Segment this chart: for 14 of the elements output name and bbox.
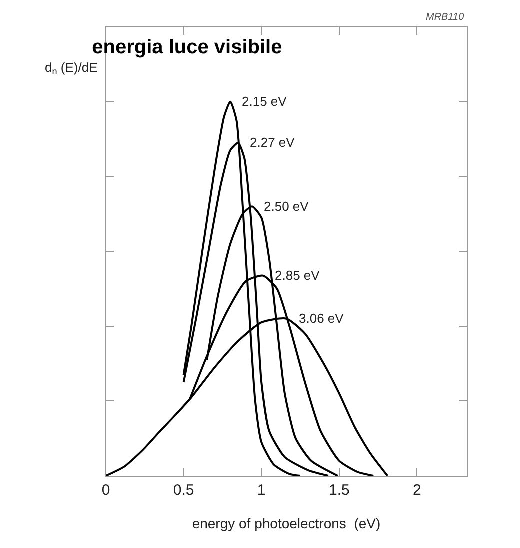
series-label: 2.15 eV [242, 94, 288, 109]
series-label: 2.85 eV [275, 268, 320, 283]
x-tick-label: 1 [257, 482, 266, 499]
x-tick-label: 0.5 [173, 482, 194, 499]
x-tick-label: 2 [413, 482, 422, 499]
x-tick-label: 0 [102, 482, 110, 499]
x-axis-title: energy of photoelectrons (eV) [192, 515, 381, 532]
series-label: 3.06 eV [299, 311, 344, 326]
y-axis-title: d$_{n}$ (E)/dE [45, 60, 98, 77]
chart-title: energia luce visibile [92, 36, 282, 59]
series-label: 2.27 eV [250, 135, 296, 150]
text: MRB110 [426, 12, 465, 23]
x-tick-label: 1.5 [328, 482, 350, 499]
series-label: 2.50 eV [264, 199, 310, 214]
